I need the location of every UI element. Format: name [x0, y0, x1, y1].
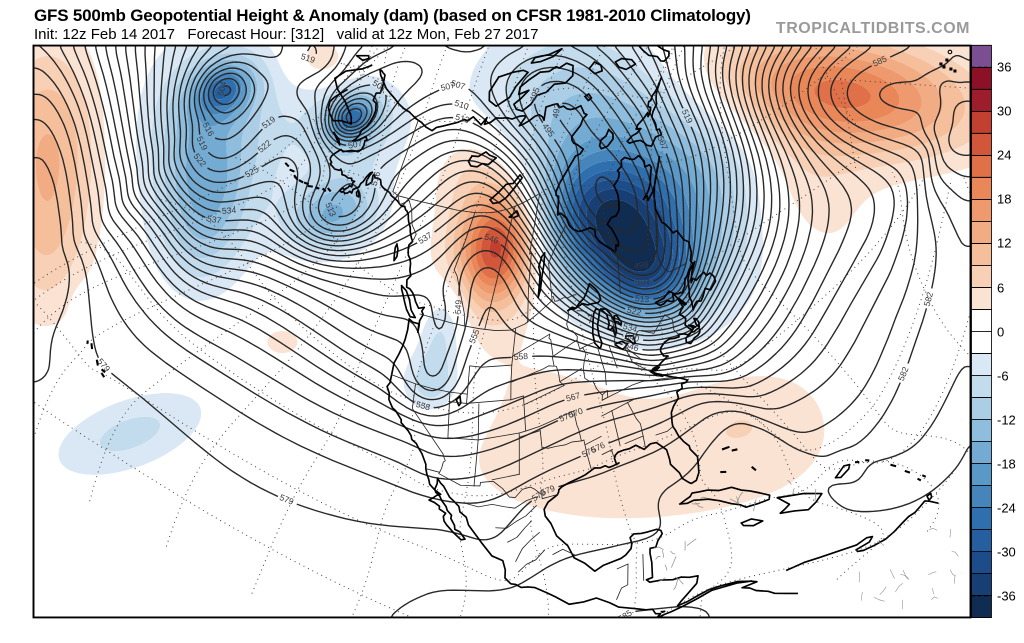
svg-text:582: 582	[922, 291, 935, 308]
svg-text:519: 519	[195, 135, 210, 152]
svg-text:495: 495	[527, 86, 542, 103]
svg-text:510: 510	[453, 98, 470, 112]
svg-text:516: 516	[369, 170, 383, 187]
svg-text:507: 507	[347, 138, 363, 151]
svg-text:579: 579	[539, 483, 556, 498]
svg-text:522: 522	[626, 305, 642, 318]
svg-text:537: 537	[206, 213, 222, 225]
svg-text:540: 540	[624, 331, 641, 344]
svg-text:519: 519	[680, 108, 695, 125]
svg-text:507: 507	[440, 80, 457, 93]
svg-text:570: 570	[567, 406, 584, 420]
svg-text:546: 546	[483, 231, 500, 245]
svg-text:549: 549	[453, 299, 464, 314]
svg-text:504: 504	[636, 277, 651, 287]
svg-text:507: 507	[450, 78, 467, 92]
svg-text:513: 513	[454, 112, 471, 126]
svg-text:534: 534	[221, 205, 236, 216]
svg-text:534: 534	[622, 321, 639, 335]
svg-text:519: 519	[300, 51, 317, 65]
svg-text:579: 579	[278, 492, 295, 507]
svg-text:546: 546	[623, 340, 640, 353]
svg-text:498: 498	[634, 259, 650, 271]
svg-text:558: 558	[513, 351, 528, 362]
svg-text:567: 567	[565, 390, 582, 403]
svg-text:507: 507	[655, 134, 670, 151]
svg-text:513: 513	[635, 293, 650, 304]
svg-text:513: 513	[323, 201, 338, 218]
svg-text:492: 492	[550, 103, 562, 119]
svg-text:504: 504	[215, 80, 228, 96]
svg-text:558: 558	[415, 399, 432, 412]
svg-text:555: 555	[467, 328, 482, 345]
svg-text:585: 585	[616, 607, 634, 623]
